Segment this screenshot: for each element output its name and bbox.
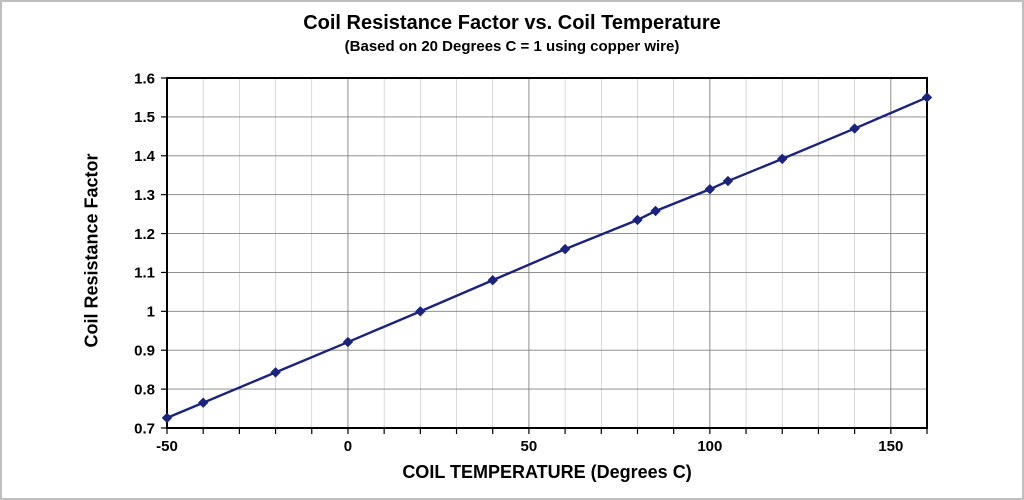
y-tick-label: 0.8 xyxy=(134,381,155,398)
y-tick-label: 1.3 xyxy=(134,187,155,204)
x-tick-label: -50 xyxy=(156,438,178,455)
y-tick-label: 1 xyxy=(147,304,155,321)
chart-plot-area: -500501001500.70.80.911.11.21.31.41.51.6 xyxy=(167,78,927,428)
y-axis-title: Coil Resistance Factor xyxy=(82,131,103,371)
y-tick-label: 1.4 xyxy=(134,148,156,165)
chart-subtitle: (Based on 20 Degrees C = 1 using copper … xyxy=(2,38,1022,55)
y-tick-label: 0.9 xyxy=(134,342,155,359)
x-tick-label: 150 xyxy=(878,438,903,455)
chart-title: Coil Resistance Factor vs. Coil Temperat… xyxy=(2,12,1022,35)
x-tick-label: 100 xyxy=(697,438,722,455)
y-tick-label: 1.2 xyxy=(134,226,155,243)
y-tick-label: 1.6 xyxy=(134,70,155,87)
x-axis-title: COIL TEMPERATURE (Degrees C) xyxy=(297,462,797,483)
y-tick-label: 1.1 xyxy=(134,265,155,282)
chart-svg: -500501001500.70.80.911.11.21.31.41.51.6 xyxy=(167,78,927,428)
y-tick-label: 0.7 xyxy=(134,420,155,437)
y-tick-label: 1.5 xyxy=(134,109,155,126)
x-tick-label: 50 xyxy=(521,438,538,455)
x-tick-label: 0 xyxy=(344,438,352,455)
